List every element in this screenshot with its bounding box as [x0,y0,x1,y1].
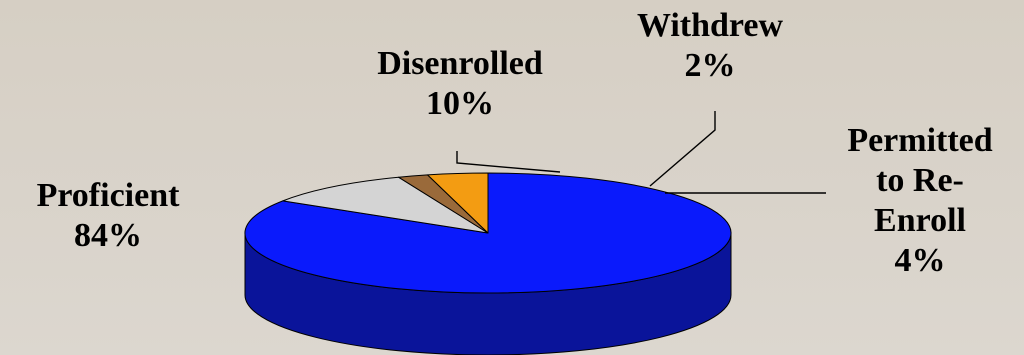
pie-slice-disenrolled [282,176,489,234]
label-withdrew-name: Withdrew [636,7,784,44]
label-disenrolled-name: Disenrolled [377,45,543,82]
leader-line-disenrolled [456,151,561,173]
label-permitted-value: 4% [894,242,946,279]
leader-lines [456,111,826,194]
label-proficient-name: Proficient [36,177,180,214]
label-withdrew: Withdrew 2% [610,6,810,86]
label-permitted: Permitted to Re- Enroll 4% [820,121,1020,281]
label-proficient: Proficient 84% [8,176,208,256]
label-permitted-line1: Permitted [847,122,993,159]
label-permitted-line3: Enroll [874,202,966,239]
leader-line-withdrew [649,111,716,187]
label-withdrew-value: 2% [684,47,736,84]
label-permitted-line2: to Re- [876,162,964,199]
label-disenrolled: Disenrolled 10% [340,44,580,124]
label-proficient-value: 84% [74,217,142,254]
label-disenrolled-value: 10% [426,85,494,122]
pie-slice-permitted-to-re-enroll [427,172,489,234]
pie-top-face [244,172,732,294]
